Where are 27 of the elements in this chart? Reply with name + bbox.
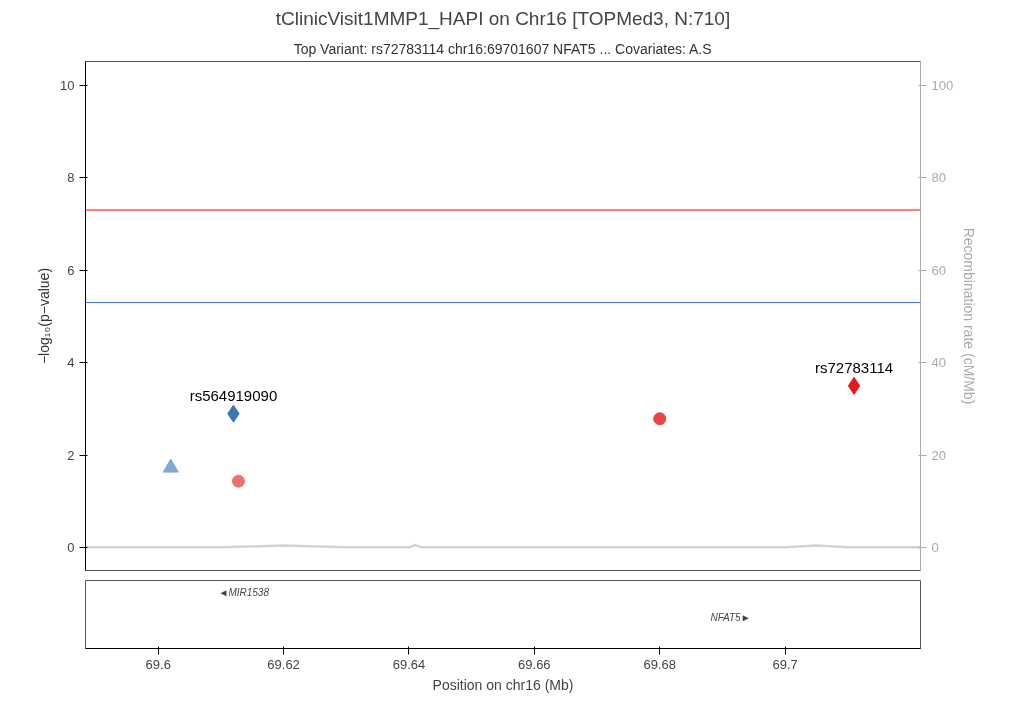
x-tick-label: 69.7	[772, 656, 798, 672]
chart-subtitle: Top Variant: rs72783114 chr16:69701607 NFAT5 ... Covariates: A.S	[293, 40, 712, 57]
y2-tick-label: 20	[931, 447, 946, 463]
x-axis-title: Position on chr16 (Mb)	[432, 676, 574, 693]
y-tick-label: 10	[60, 77, 75, 93]
y2-tick-label: 80	[931, 170, 946, 186]
y2-tick-label: 40	[931, 355, 946, 371]
x-tick-label: 69.6	[145, 656, 171, 672]
y-axis-title: −log₁₀(p−value)	[36, 267, 53, 365]
y2-tick-label: 100	[931, 77, 954, 93]
x-tick-label: 69.62	[267, 656, 300, 672]
x-tick-label: 69.68	[643, 656, 676, 672]
annotation: rs72783114	[814, 358, 894, 376]
x-tick-label: 69.66	[518, 656, 551, 672]
chart-title: tClinicVisit1MMP1_HAPI on Chr16 [TOPMed3, N:710]	[275, 7, 731, 30]
y-tick-label: 2	[67, 447, 75, 463]
y-tick-label: 6	[67, 262, 75, 278]
text: NFAT5►	[710, 612, 751, 624]
y2-axis-title: Recombination rate (cM/Mb)	[961, 227, 978, 405]
text: ◄MIR1538	[218, 587, 270, 599]
y-tick-label: 8	[67, 170, 75, 186]
x-tick-label: 69.64	[392, 656, 426, 672]
y2-tick-label: 60	[931, 262, 946, 278]
y-tick-label: 0	[67, 540, 75, 556]
y2-tick-label: 0	[931, 540, 939, 556]
annotation: rs564919090	[189, 386, 278, 404]
y-tick-label: 4	[67, 355, 75, 371]
